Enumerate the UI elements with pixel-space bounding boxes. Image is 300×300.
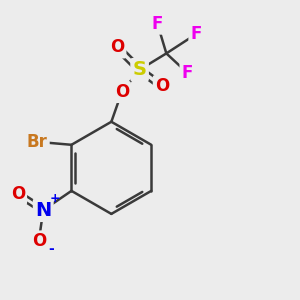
Text: F: F — [182, 64, 193, 82]
Text: O: O — [115, 83, 129, 101]
Text: F: F — [152, 15, 163, 33]
Text: O: O — [32, 232, 46, 250]
Text: Br: Br — [27, 133, 48, 151]
Text: +: + — [49, 192, 60, 206]
Text: O: O — [155, 77, 169, 95]
Text: O: O — [11, 185, 25, 203]
Text: F: F — [190, 25, 202, 43]
Text: O: O — [110, 38, 124, 56]
Text: S: S — [133, 60, 147, 79]
Text: N: N — [35, 201, 51, 220]
Text: -: - — [48, 242, 54, 256]
